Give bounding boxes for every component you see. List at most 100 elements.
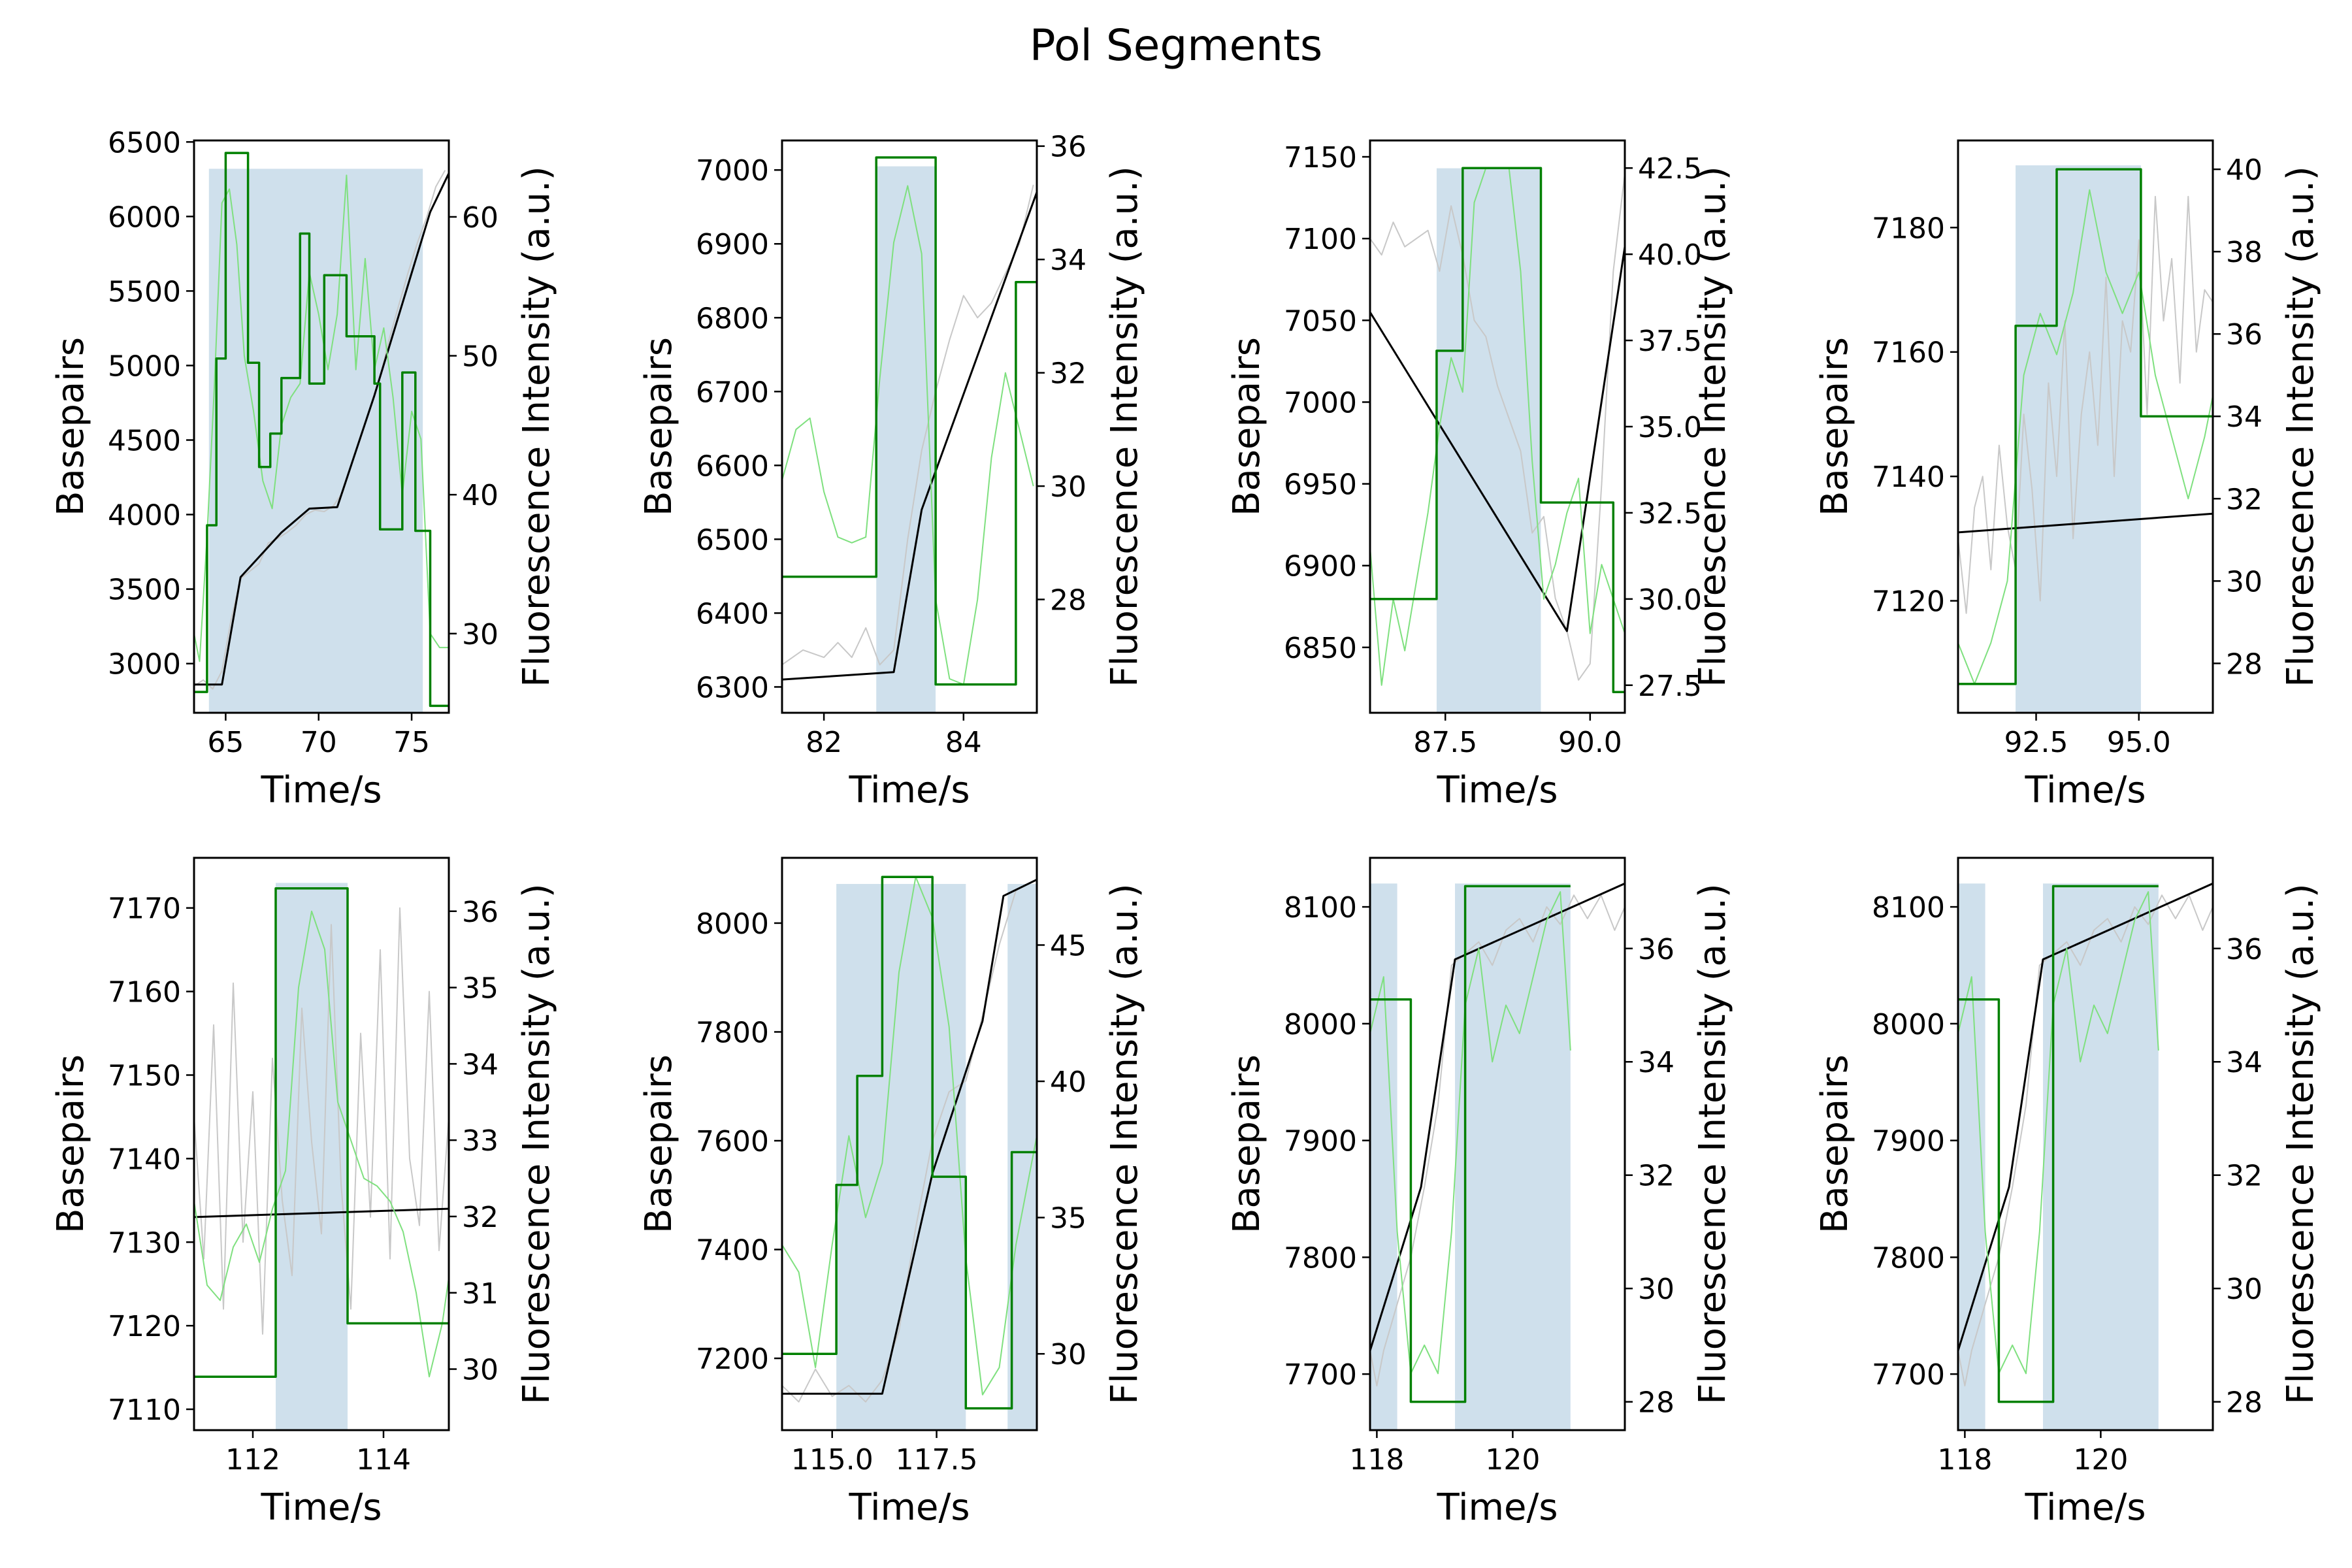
y2-tick-label: 27.5 xyxy=(1638,670,1702,703)
x-tick-label: 87.5 xyxy=(1413,726,1477,759)
y2-tick-label: 33 xyxy=(462,1124,498,1158)
shaded-region xyxy=(2043,883,2159,1430)
x-tick-label: 115.0 xyxy=(791,1443,874,1477)
x-tick-label: 120 xyxy=(1485,1443,1540,1477)
fit-basepairs-line xyxy=(1958,512,2213,534)
raw-fluorescence-line xyxy=(194,910,449,1378)
y-tick-label: 7150 xyxy=(1284,141,1357,174)
axes-frame xyxy=(1957,857,2214,1431)
x-axis-label: Time/s xyxy=(260,769,382,811)
y2-tick-label: 34 xyxy=(1050,244,1086,277)
y-tick-label: 7160 xyxy=(1872,336,1945,370)
raw-fluorescence-line xyxy=(782,185,1034,685)
x-tick-label: 90.0 xyxy=(1558,726,1622,759)
fit-basepairs-line xyxy=(782,878,1037,1395)
shaded-region xyxy=(876,166,936,713)
shaded-region xyxy=(1455,883,1571,1430)
y-tick-label: 7110 xyxy=(108,1394,181,1427)
y-tick-label: 7700 xyxy=(1872,1358,1945,1392)
y-tick-label: 7600 xyxy=(696,1125,769,1158)
y2-axis-label: Fluorescence Intensity (a.u.) xyxy=(1691,883,1734,1404)
y-tick-label: 8000 xyxy=(1872,1008,1945,1041)
raw-basepairs-line xyxy=(1958,894,2213,1387)
y-tick-label: 6850 xyxy=(1284,632,1357,665)
fit-basepairs-line xyxy=(194,172,449,686)
y-tick-label: 6950 xyxy=(1284,468,1357,502)
y-tick-label: 7170 xyxy=(108,892,181,926)
fit-basepairs-line xyxy=(1958,882,2213,1351)
y-tick-label: 6000 xyxy=(108,201,181,234)
y-axis-label: Basepairs xyxy=(1814,337,1856,516)
step-fluorescence-line xyxy=(194,887,449,1378)
axes-frame xyxy=(193,857,450,1431)
y-tick-label: 7700 xyxy=(1284,1358,1357,1392)
x-tick-label: 112 xyxy=(225,1443,280,1477)
x-axis-label: Time/s xyxy=(848,1486,970,1529)
y2-tick-label: 36 xyxy=(2226,933,2262,966)
shaded-region xyxy=(1436,168,1541,713)
raw-fluorescence-line xyxy=(1958,891,2159,1375)
y2-tick-label: 30 xyxy=(2226,1273,2262,1306)
plot-area xyxy=(782,156,1037,713)
x-tick-label: 118 xyxy=(1349,1443,1404,1477)
plot-area xyxy=(782,875,1037,1430)
y-axis-label: Basepairs xyxy=(50,1054,92,1233)
y2-tick-label: 30 xyxy=(1050,470,1086,504)
plot-area xyxy=(194,152,449,713)
y2-tick-label: 34 xyxy=(2226,400,2262,434)
y2-tick-label: 28 xyxy=(2226,1386,2262,1420)
y2-axis-label: Fluorescence Intensity (a.u.) xyxy=(515,166,558,687)
y-axis-label: Basepairs xyxy=(1814,1054,1856,1233)
y-tick-label: 7050 xyxy=(1284,304,1357,338)
y2-tick-label: 32 xyxy=(1050,357,1086,391)
subplot-8: 7700 7800 7900 8000 8100 28 30 32 34 36 118 120 Time… xyxy=(1814,857,2322,1529)
y2-tick-label: 60 xyxy=(462,201,498,235)
raw-basepairs-line xyxy=(194,907,449,1335)
x-tick-label: 114 xyxy=(356,1443,411,1477)
raw-fluorescence-line xyxy=(782,876,1037,1396)
y2-tick-label: 30 xyxy=(462,1354,498,1387)
axes-frame xyxy=(1369,857,1626,1431)
y-tick-label: 7000 xyxy=(1284,386,1357,419)
y-axis-label: Basepairs xyxy=(638,337,680,516)
y2-tick-label: 31 xyxy=(462,1277,498,1311)
x-axis-label: Time/s xyxy=(848,769,970,811)
step-fluorescence-line xyxy=(1958,885,2159,1403)
y-tick-label: 7120 xyxy=(108,1310,181,1343)
step-fluorescence-line xyxy=(1958,168,2213,685)
y2-tick-label: 37.5 xyxy=(1638,325,1702,358)
y-tick-label: 7160 xyxy=(108,976,181,1009)
x-axis-label: Time/s xyxy=(1436,769,1558,811)
y2-axis-label: Fluorescence Intensity (a.u.) xyxy=(1691,166,1734,687)
y-tick-label: 4500 xyxy=(108,425,181,458)
y-tick-label: 7180 xyxy=(1872,212,1945,245)
y2-tick-label: 36 xyxy=(462,896,498,929)
y2-tick-label: 30 xyxy=(1050,1338,1086,1371)
y-tick-label: 6400 xyxy=(696,597,769,630)
y2-tick-label: 28 xyxy=(1638,1386,1674,1420)
x-tick-label: 70 xyxy=(301,726,337,759)
subplot-3: 6850 6900 6950 7000 7050 7100 7150 27.5 30.0 32.5… xyxy=(1226,139,1734,811)
fit-basepairs-line xyxy=(782,191,1037,681)
x-tick-label: 75 xyxy=(393,726,430,759)
y2-tick-label: 42.5 xyxy=(1638,152,1702,186)
figure-title: Pol Segments xyxy=(1030,20,1323,71)
axes-frame xyxy=(1957,139,2214,714)
raw-basepairs-line xyxy=(1370,894,1625,1387)
y-tick-label: 6800 xyxy=(696,302,769,335)
y2-tick-label: 40 xyxy=(1050,1066,1086,1099)
raw-basepairs-line xyxy=(1958,195,2213,614)
y-axis-label: Basepairs xyxy=(1226,1054,1268,1233)
y-tick-label: 6900 xyxy=(696,228,769,261)
shaded-region xyxy=(2016,165,2141,713)
y-tick-label: 5000 xyxy=(108,350,181,383)
y-tick-label: 7900 xyxy=(1872,1125,1945,1158)
step-fluorescence-line xyxy=(782,156,1037,686)
x-axis-label: Time/s xyxy=(2024,769,2146,811)
y-tick-label: 7150 xyxy=(108,1059,181,1092)
y2-tick-label: 30 xyxy=(2226,565,2262,598)
y-tick-label: 3500 xyxy=(108,574,181,607)
plot-area xyxy=(1958,165,2213,713)
y-tick-label: 6300 xyxy=(696,671,769,704)
